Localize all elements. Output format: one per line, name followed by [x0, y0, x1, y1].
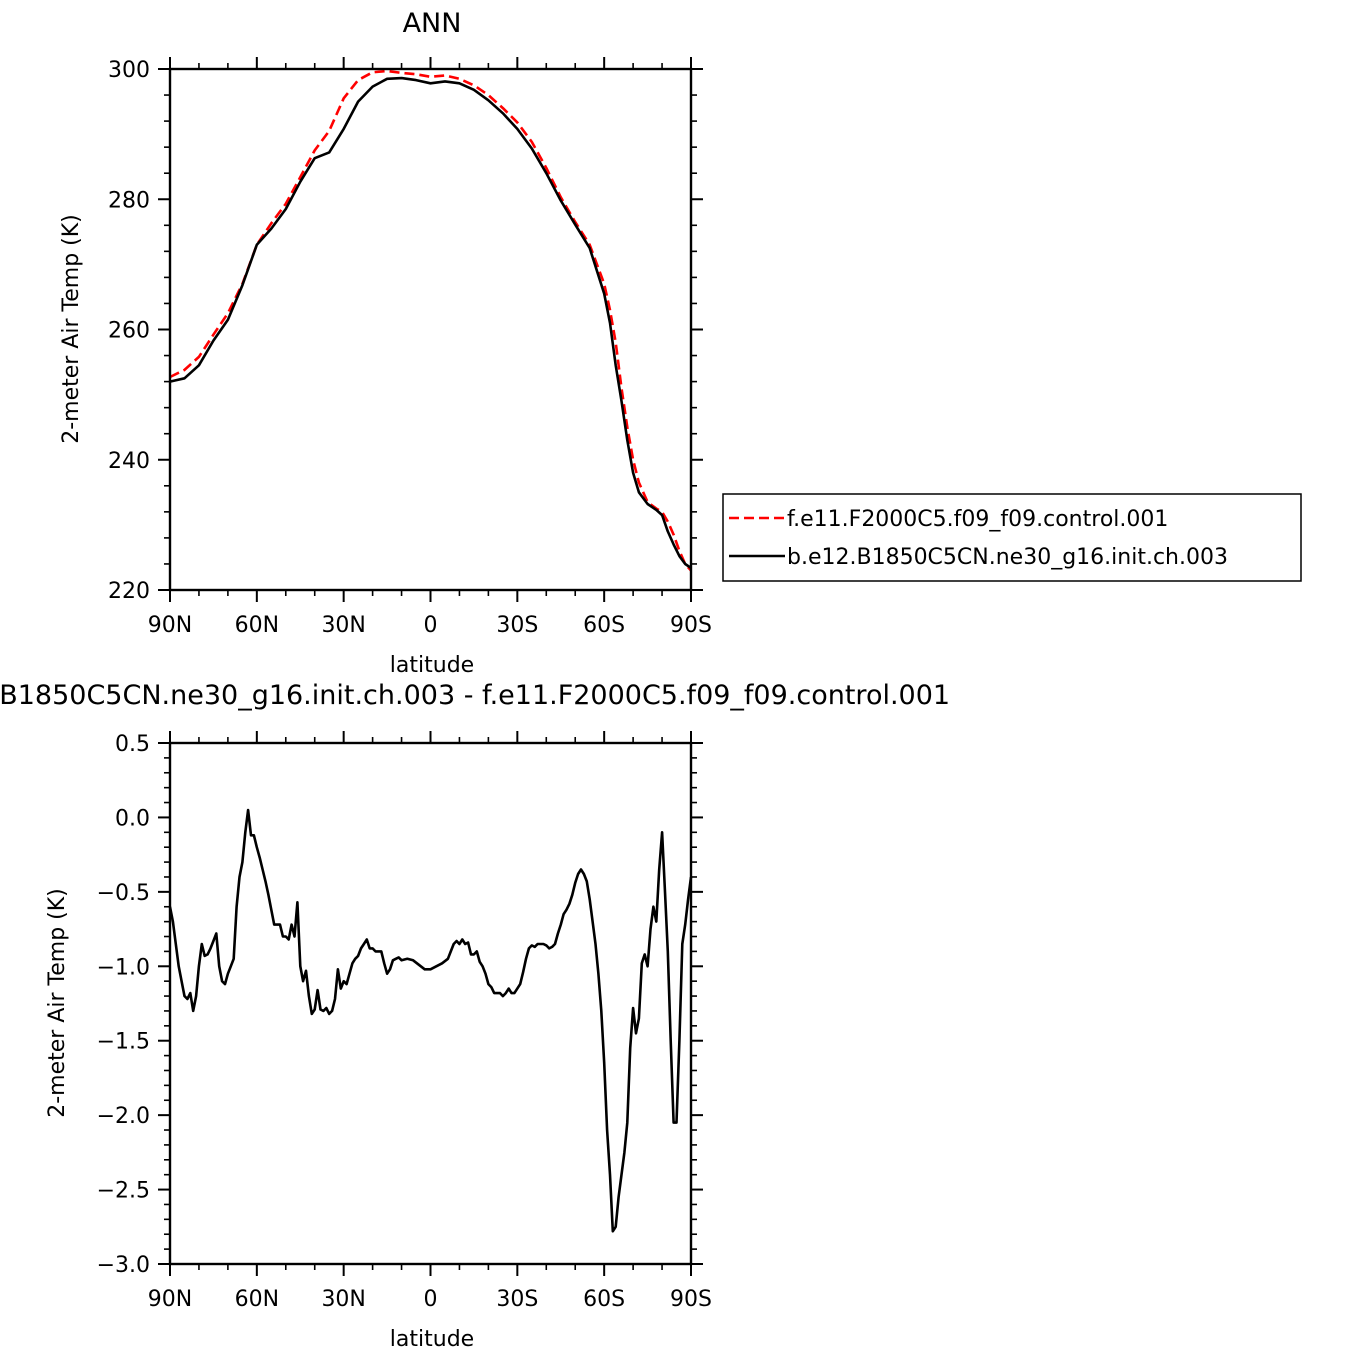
y-tick-label: −2.5: [97, 1179, 150, 1204]
x-tick-label: 90S: [670, 1287, 712, 1312]
y-tick-label: 0.5: [115, 732, 150, 757]
x-tick-label: 30S: [496, 613, 538, 638]
top-ticks: [158, 57, 703, 602]
series-line-0: [169, 69, 692, 572]
top-y-axis-label: 2-meter Air Temp (K): [59, 214, 84, 444]
y-tick-label: 300: [108, 58, 150, 83]
legend: f.e11.F2000C5.f09_f09.control.001 b.e12.…: [722, 493, 1302, 582]
y-tick-label: −1.5: [97, 1030, 150, 1055]
x-tick-label: 0: [424, 613, 438, 638]
bottom-chart-title: b.e12.B1850C5CN.ne30_g16.init.ch.003 - f…: [0, 680, 950, 711]
legend-label-init: b.e12.B1850C5CN.ne30_g16.init.ch.003: [787, 545, 1228, 570]
top-panel: ANN 2-meter Air Temp (K) latitude 220 240…: [59, 8, 712, 678]
y-tick-label: −0.5: [97, 881, 150, 906]
bottom-tick-labels: 0.5 0.0 −0.5 −1.0 −1.5 −2.0 −2.5 −3.0 90N 60N 30N 0…: [97, 732, 712, 1312]
x-tick-label: 60N: [235, 1287, 279, 1312]
y-tick-label: 240: [108, 449, 150, 474]
top-tick-labels: 220 240 260 280 300 90N 60N 30N 0 30S 60S 90S: [108, 58, 712, 638]
x-tick-label: 0: [424, 1287, 438, 1312]
top-plot-frame: [168, 67, 693, 592]
x-tick-label: 30N: [321, 613, 365, 638]
legend-box: [722, 493, 1302, 582]
series-line-0: [168, 808, 693, 1233]
x-tick-label: 30N: [321, 1287, 365, 1312]
y-tick-label: 220: [108, 579, 150, 604]
series-line-1: [169, 76, 692, 569]
x-tick-label: 90S: [670, 613, 712, 638]
x-tick-label: 90N: [148, 613, 192, 638]
bottom-ticks: [158, 731, 703, 1276]
top-x-axis-label: latitude: [390, 653, 474, 678]
y-tick-label: −2.0: [97, 1104, 150, 1129]
top-chart-title: ANN: [403, 8, 462, 39]
x-tick-label: 60N: [235, 613, 279, 638]
x-tick-label: 60S: [583, 613, 625, 638]
bottom-series-lines: [168, 808, 693, 1233]
x-tick-label: 30S: [496, 1287, 538, 1312]
y-tick-label: −1.0: [97, 955, 150, 980]
y-tick-label: 0.0: [115, 806, 150, 831]
y-tick-label: 260: [108, 319, 150, 344]
top-series-lines: [169, 69, 692, 572]
y-tick-label: 280: [108, 188, 150, 213]
bottom-plot-frame: [168, 741, 693, 1266]
x-tick-label: 90N: [148, 1287, 192, 1312]
y-tick-label: −3.0: [97, 1253, 150, 1278]
bottom-panel: b.e12.B1850C5CN.ne30_g16.init.ch.003 - f…: [0, 680, 950, 1352]
legend-label-control: f.e11.F2000C5.f09_f09.control.001: [787, 507, 1168, 532]
bottom-y-axis-label: 2-meter Air Temp (K): [45, 888, 70, 1118]
bottom-x-axis-label: latitude: [390, 1327, 474, 1352]
x-tick-label: 60S: [583, 1287, 625, 1312]
